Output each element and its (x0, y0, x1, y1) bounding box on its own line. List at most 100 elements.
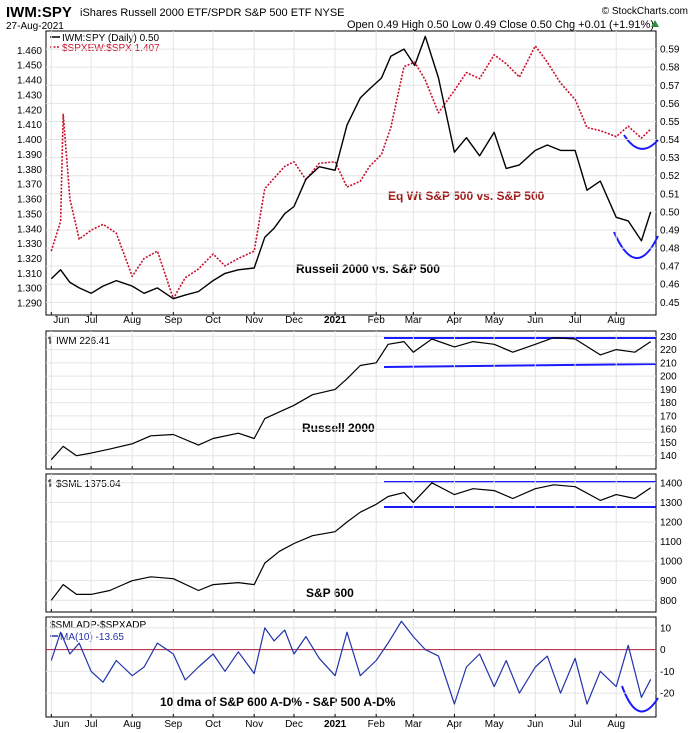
x-label-top-14: Aug (607, 315, 625, 326)
x-label-bottom-9: Mar (405, 719, 423, 730)
p1-left-tick-1: 1.300 (17, 284, 42, 295)
x-label-bottom-12: Jun (527, 719, 543, 730)
arc-eqwt (623, 134, 659, 150)
p1-left-tick-10: 1.390 (17, 150, 42, 161)
series-sml-line (50, 482, 652, 601)
panel2-legend: IWM 226.41 (48, 336, 110, 347)
legend-adp: $SMLADP-$SPXADP (50, 620, 146, 631)
x-label-top-12: Jun (527, 315, 543, 326)
p1-right-tick-9: 0.54 (660, 135, 680, 146)
panel2-frame (45, 330, 657, 470)
p1-left-tick-5: 1.340 (17, 224, 42, 235)
p1-left-tick-9: 1.380 (17, 165, 42, 176)
p1-left-tick-14: 1.430 (17, 90, 42, 101)
arc-iwm-spy (613, 231, 659, 259)
x-label-bottom-6: Dec (285, 719, 303, 730)
p2-right-tick-9: 230 (660, 332, 677, 343)
series-ma10-line (50, 620, 652, 705)
p2-right-tick-8: 220 (660, 345, 677, 356)
p1-left-tick-15: 1.440 (17, 76, 42, 87)
legend-iwm: IWM 226.41 (56, 336, 110, 347)
legend-spxew-spx: $SPXEW:$SPX 1.407 (62, 43, 160, 54)
p2-right-tick-4: 180 (660, 398, 677, 409)
p4-right-tick-1: -10 (660, 667, 675, 678)
p1-left-tick-11: 1.400 (17, 135, 42, 146)
p1-right-tick-2: 0.47 (660, 262, 680, 273)
x-label-top-0: Jun (53, 315, 69, 326)
header-name: iShares Russell 2000 ETF/SPDR S&P 500 ET… (80, 7, 345, 19)
p1-right-tick-4: 0.49 (660, 225, 680, 236)
p1-right-tick-7: 0.52 (660, 171, 680, 182)
p1-right-tick-0: 0.45 (660, 298, 680, 309)
x-label-top-8: Feb (368, 315, 386, 326)
p2-right-tick-0: 140 (660, 451, 677, 462)
p1-left-tick-0: 1.290 (17, 299, 42, 310)
panel1-legend: IWM:SPY (Daily) 0.50 $SPXEW:$SPX 1.407 (50, 33, 160, 54)
header-date: 27-Aug-2021 (6, 21, 64, 32)
p2-right-tick-3: 170 (660, 411, 677, 422)
p1-left-tick-7: 1.360 (17, 195, 42, 206)
p1-right-tick-6: 0.51 (660, 189, 680, 200)
p1-right-tick-14: 0.59 (660, 45, 680, 56)
annotation-eqwt: Eq Wt S&P 500 vs. S&P 500 (388, 189, 545, 203)
x-label-top-10: Apr (447, 315, 463, 326)
x-label-top-13: Jul (569, 315, 582, 326)
annotation-sp600: S&P 600 (306, 586, 354, 600)
p3-right-tick-0: 800 (660, 596, 677, 607)
x-label-bottom-3: Sep (164, 719, 182, 730)
p4-right-tick-2: 0 (660, 645, 666, 656)
p1-left-tick-17: 1.460 (17, 46, 42, 57)
channel-lines (383, 134, 659, 713)
x-label-bottom-8: Feb (368, 719, 386, 730)
legend-iwm-spy: IWM:SPY (Daily) 0.50 (62, 33, 159, 44)
p1-right-tick-5: 0.50 (660, 207, 680, 218)
annotation-ad: 10 dma of S&P 600 A-D% - S&P 500 A-D% (160, 695, 396, 709)
iwm-lower-channel (383, 363, 657, 368)
p3-right-tick-2: 1000 (660, 557, 683, 568)
x-label-top-2: Aug (123, 315, 141, 326)
series-iwm-spy-line (50, 35, 652, 300)
p1-left-tick-16: 1.450 (17, 61, 42, 72)
x-label-bottom-4: Oct (205, 719, 221, 730)
p1-left-tick-13: 1.420 (17, 105, 42, 116)
legend-ma: MA(10) -13.65 (60, 632, 124, 643)
p3-right-tick-1: 900 (660, 576, 677, 587)
x-label-bottom-14: Aug (607, 719, 625, 730)
p1-right-tick-3: 0.48 (660, 244, 680, 255)
x-label-bottom-1: Jul (85, 719, 98, 730)
x-label-top-7: 2021 (324, 315, 347, 326)
p3-right-tick-4: 1200 (660, 517, 683, 528)
p1-right-tick-10: 0.55 (660, 117, 680, 128)
header-ticker: IWM:SPY (6, 4, 72, 21)
p1-right-tick-12: 0.57 (660, 81, 680, 92)
p1-left-tick-8: 1.370 (17, 180, 42, 191)
up-arrow-icon (651, 20, 659, 27)
p2-right-tick-1: 150 (660, 438, 677, 449)
annotation-russell-vs-sp: Russell 2000 vs. S&P 500 (296, 262, 440, 276)
p3-right-tick-3: 1100 (660, 537, 682, 548)
panel3-legend: $SML 1375.04 (48, 479, 121, 490)
header-quote: Open 0.49 High 0.50 Low 0.49 Close 0.50 … (347, 19, 654, 31)
p3-right-tick-5: 1300 (660, 498, 683, 509)
x-label-bottom-5: Nov (245, 719, 263, 730)
panel1-frame (45, 30, 657, 316)
series-spxew-spx-line (50, 45, 652, 300)
p1-left-tick-12: 1.410 (17, 120, 42, 131)
series-iwm-line (50, 337, 652, 461)
p1-left-tick-6: 1.350 (17, 209, 42, 220)
x-label-top-9: Mar (405, 315, 423, 326)
header-watermark: © StockCharts.com (602, 6, 688, 17)
legend-sml: $SML 1375.04 (56, 479, 121, 490)
x-label-bottom-13: Jul (569, 719, 582, 730)
p1-right-tick-11: 0.56 (660, 99, 680, 110)
p2-right-tick-5: 190 (660, 385, 677, 396)
x-label-bottom-2: Aug (123, 719, 141, 730)
x-label-bottom-11: May (485, 719, 504, 730)
p4-right-tick-0: -20 (660, 689, 675, 700)
chart-marks: Jun Jul Aug Sep Oct Nov Dec 2021 Feb Mar Apr May Jun… (17, 31, 683, 730)
x-label-top-4: Oct (205, 315, 221, 326)
x-label-top-5: Nov (245, 315, 263, 326)
x-label-top-6: Dec (285, 315, 303, 326)
